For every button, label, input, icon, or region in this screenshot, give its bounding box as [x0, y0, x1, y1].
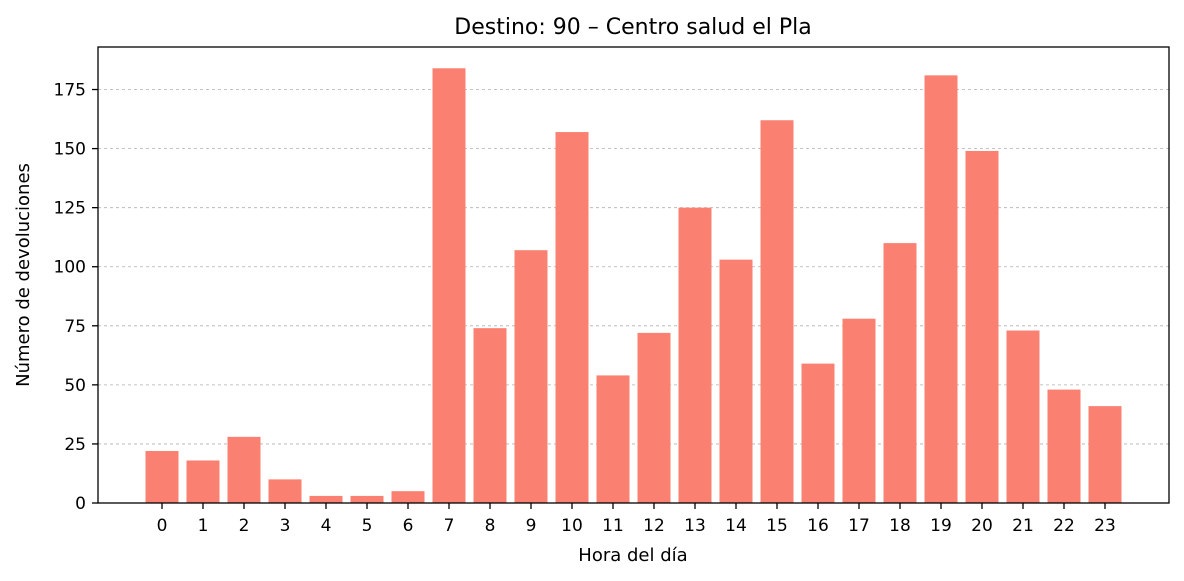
y-axis-ticks: 0 25 50 75 100 125 150 175 — [54, 81, 98, 514]
bars — [145, 68, 1122, 504]
x-tick-label: 6 — [403, 516, 414, 536]
x-tick-label: 5 — [362, 516, 373, 536]
bar-hour-23 — [1088, 406, 1122, 503]
grid-lines — [98, 89, 1169, 445]
x-axis-label: Hora del día — [578, 545, 687, 566]
chart-title: Destino: 90 – Centro salud el Pla — [454, 15, 811, 40]
x-tick-label: 22 — [1053, 516, 1075, 536]
bar-hour-6 — [391, 491, 425, 503]
bar-hour-9 — [514, 250, 548, 503]
y-tick-label: 50 — [64, 376, 86, 396]
bar-hour-1 — [186, 460, 220, 503]
x-tick-label: 7 — [444, 516, 455, 536]
bar-hour-0 — [145, 451, 179, 503]
bar-hour-19 — [924, 75, 958, 504]
bar-hour-10 — [555, 132, 589, 503]
bar-hour-3 — [268, 479, 302, 503]
bar-hour-7 — [432, 68, 466, 503]
x-tick-label: 21 — [1012, 516, 1034, 536]
x-tick-label: 15 — [766, 516, 788, 536]
bar-hour-21 — [1006, 330, 1040, 503]
bar-hour-20 — [965, 150, 999, 503]
x-tick-label: 23 — [1094, 516, 1116, 536]
bar-hour-18 — [883, 243, 917, 503]
x-tick-label: 20 — [971, 516, 993, 536]
y-axis-label: Número de devoluciones — [13, 163, 34, 387]
x-tick-label: 12 — [643, 516, 665, 536]
x-tick-label: 1 — [198, 516, 209, 536]
x-tick-label: 0 — [157, 516, 168, 536]
plot-frame — [97, 46, 1170, 504]
x-tick-label: 10 — [561, 516, 583, 536]
bar-hour-5 — [350, 495, 384, 503]
x-tick-label: 18 — [889, 516, 911, 536]
bar-hour-12 — [637, 332, 671, 503]
x-tick-label: 19 — [930, 516, 952, 536]
x-tick-label: 11 — [602, 516, 624, 536]
y-tick-label: 0 — [75, 494, 86, 514]
y-tick-label: 125 — [54, 199, 86, 219]
y-tick-label: 25 — [64, 435, 86, 455]
bar-hour-4 — [309, 495, 343, 503]
y-tick-label: 150 — [54, 140, 86, 160]
bar-hour-11 — [596, 375, 630, 503]
bar-hour-14 — [719, 259, 753, 503]
y-tick-label: 75 — [64, 317, 86, 337]
x-tick-label: 13 — [684, 516, 706, 536]
bar-hour-17 — [842, 318, 876, 503]
x-tick-label: 3 — [280, 516, 291, 536]
y-tick-label: 100 — [54, 258, 86, 278]
bar-hour-16 — [801, 363, 835, 503]
bar-hour-8 — [473, 328, 507, 503]
x-tick-label: 17 — [848, 516, 870, 536]
x-tick-label: 14 — [725, 516, 747, 536]
bar-hour-13 — [678, 207, 712, 503]
bar-hour-15 — [760, 120, 794, 503]
x-tick-label: 8 — [485, 516, 496, 536]
x-tick-label: 4 — [321, 516, 332, 536]
bar-hour-22 — [1047, 389, 1081, 503]
y-tick-label: 175 — [54, 81, 86, 101]
bar-hour-2 — [227, 436, 261, 503]
x-tick-label: 9 — [526, 516, 537, 536]
x-tick-label: 2 — [239, 516, 250, 536]
x-axis-ticks: 0 1 2 3 4 5 6 7 8 9 10 11 12 13 14 15 16 17 18 19 20 21 22 23 — [157, 503, 1116, 536]
x-tick-label: 16 — [807, 516, 829, 536]
